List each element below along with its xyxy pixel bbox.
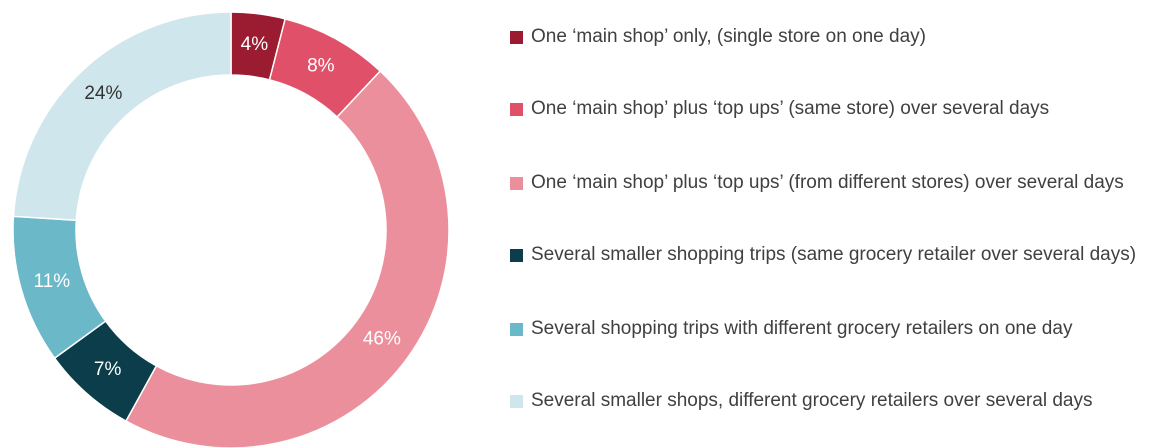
legend-label: One ‘main shop’ plus ‘top ups’ (same sto… [531, 98, 1050, 119]
data-label: 24% [84, 83, 122, 104]
donut-slice [12, 11, 232, 222]
legend-item: Several smaller shops, different grocery… [510, 386, 1150, 416]
data-label: 11% [34, 271, 71, 292]
legend-label: One ‘main shop’ only, (single store on o… [531, 26, 926, 47]
legend-label: One ‘main shop’ plus ‘top ups’ (from dif… [531, 172, 1124, 193]
legend-label: Several smaller shops, different grocery… [531, 390, 1093, 411]
chart: 4% 8% 46% 7% 11% 24% [12, 11, 450, 448]
donut-slice [124, 70, 450, 448]
legend-swatch [510, 31, 523, 44]
data-label: 8% [307, 56, 335, 77]
legend-item: One ‘main shop’ plus ‘top ups’ (from dif… [510, 168, 1150, 198]
legend-item: Several smaller shopping trips (same gro… [510, 240, 1150, 270]
legend-swatch [510, 177, 523, 190]
legend-item: One ‘main shop’ only, (single store on o… [510, 22, 1150, 52]
legend-label: Several smaller shopping trips (same gro… [531, 244, 1137, 265]
legend-swatch [510, 103, 523, 116]
legend-swatch [510, 395, 523, 408]
data-label: 46% [363, 329, 401, 350]
legend-item: Several shopping trips with different gr… [510, 314, 1150, 344]
legend-label: Several shopping trips with different gr… [531, 318, 1073, 339]
data-label: 7% [94, 359, 122, 380]
legend-swatch [510, 249, 523, 262]
data-label: 4% [241, 34, 269, 55]
legend-item: One ‘main shop’ plus ‘top ups’ (same sto… [510, 94, 1150, 124]
legend-swatch [510, 323, 523, 336]
